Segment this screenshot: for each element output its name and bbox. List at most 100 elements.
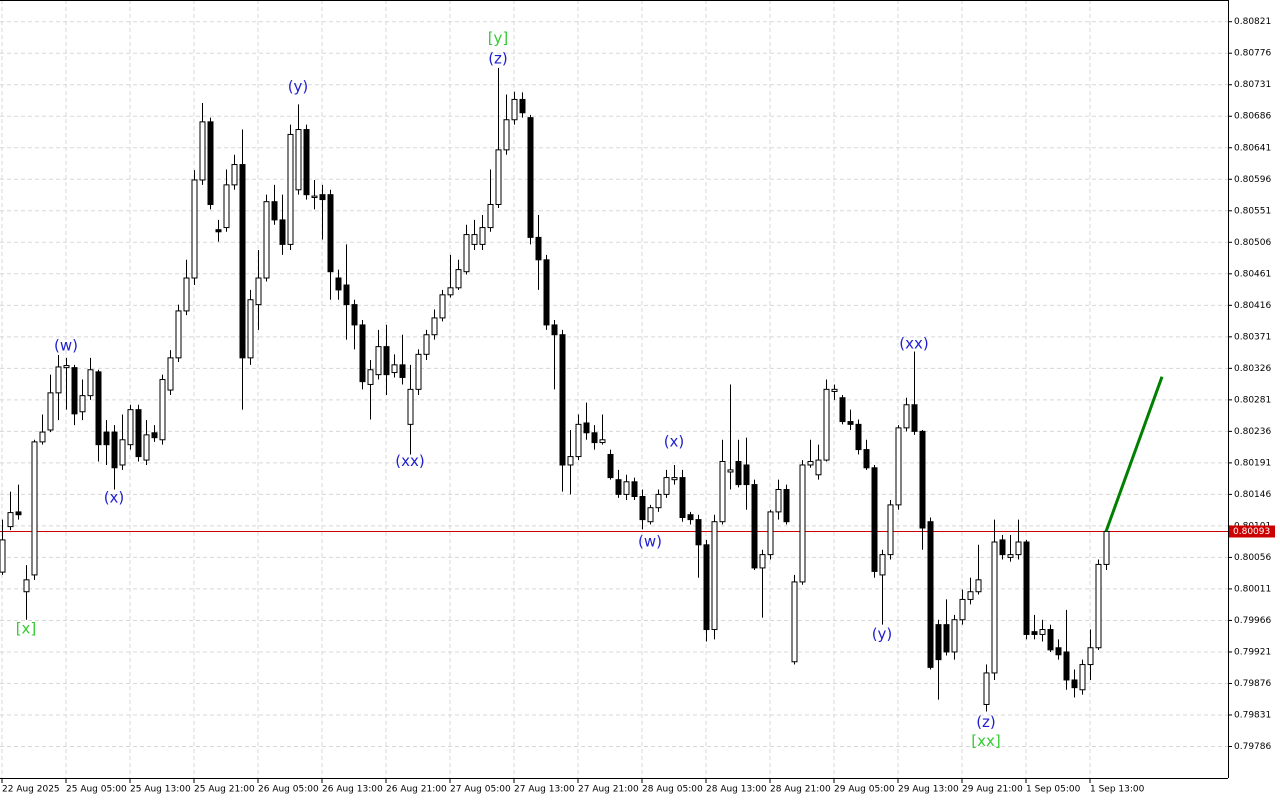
wave-label: (x) (664, 432, 685, 450)
candle-body-down (103, 431, 110, 446)
candle-body-down (303, 129, 310, 196)
candle-body-up (727, 469, 734, 473)
candle-body-up (1079, 664, 1086, 691)
candle-body-up (647, 507, 654, 523)
y-tick-label: 0.80506 (1234, 238, 1271, 248)
candle-body-down (111, 431, 118, 469)
candle-body-up (287, 133, 294, 245)
candle-body-down (695, 519, 702, 546)
candle-body-up (479, 227, 486, 245)
candle-body-down (743, 464, 750, 486)
candle-body-up (1007, 554, 1014, 558)
x-tick-label: 28 Aug 13:00 (706, 785, 767, 795)
candle-body-down (591, 432, 598, 444)
candle-body-down (911, 404, 918, 432)
candle-body-up (439, 294, 446, 319)
candle-body-up (183, 277, 190, 312)
candle-body-up (223, 184, 230, 229)
candle-body-up (599, 439, 606, 444)
y-tick-label: 0.79921 (1234, 647, 1271, 657)
wave-label: (y) (288, 77, 309, 95)
candle-body-up (367, 369, 374, 385)
wave-label: [y] (488, 29, 509, 47)
candle-body-down (271, 201, 278, 221)
candle-body-down (1047, 629, 1054, 651)
y-tick-label: 0.80326 (1234, 364, 1271, 374)
candle-body-up (7, 512, 14, 528)
wave-label: (xx) (899, 334, 928, 352)
candle-body-up (1039, 629, 1046, 635)
wave-label: (z) (976, 713, 996, 731)
y-tick-label: 0.80191 (1234, 458, 1271, 468)
candle-body-down (1031, 631, 1038, 635)
candle-body-up (247, 299, 254, 359)
candle-body-up (55, 366, 62, 394)
candle-body-up (231, 164, 238, 186)
wave-label: (y) (872, 625, 893, 643)
y-tick-label: 0.79876 (1234, 679, 1271, 689)
candle-body-up (39, 431, 46, 443)
y-tick-label: 0.80551 (1234, 206, 1271, 216)
candle-body-down (735, 460, 742, 486)
candle-body-down (871, 467, 878, 572)
candle-body-up (975, 579, 982, 593)
candle-body-down (999, 539, 1006, 556)
candle-body-up (423, 334, 430, 355)
candle-body-up (415, 353, 422, 390)
candle-body-down (359, 324, 366, 383)
candle-body-up (671, 477, 678, 481)
candle-body-up (87, 369, 94, 397)
candle-body-down (863, 449, 870, 469)
x-tick-label: 26 Aug 21:00 (386, 785, 447, 795)
candle-body-down (1055, 647, 1062, 656)
candle-body-down (919, 430, 926, 529)
candle-body-up (431, 317, 438, 336)
candle-body-down (751, 484, 758, 569)
candle-body-up (63, 365, 70, 369)
candle-body-up (391, 364, 398, 374)
wave-label: [x] (16, 619, 37, 637)
candle-body-up (191, 179, 198, 279)
candle-body-down (343, 284, 350, 306)
x-tick-label: 25 Aug 21:00 (194, 785, 255, 795)
candle-body-up (623, 481, 630, 495)
y-tick-label: 0.80011 (1234, 584, 1271, 594)
candle-body-up (79, 395, 86, 413)
candle-body-down (527, 117, 534, 238)
candle-body-up (775, 488, 782, 513)
candle-body-up (959, 598, 966, 621)
candle-body-down (703, 544, 710, 631)
y-tick-label: 0.79966 (1234, 616, 1271, 626)
candle-body-up (575, 423, 582, 458)
y-tick-label: 0.80461 (1234, 269, 1271, 279)
candle-body-up (951, 619, 958, 653)
price-label-box (1229, 525, 1275, 538)
y-tick-label: 0.80686 (1234, 112, 1271, 122)
candle-body-up (767, 511, 774, 556)
wave-label: (z) (488, 49, 508, 67)
candle-body-down (535, 236, 542, 261)
candle-body-up (255, 277, 262, 306)
candle-body-up (175, 310, 182, 359)
candle-body-up (831, 388, 838, 392)
candle-body-up (823, 388, 830, 461)
candle-body-down (1023, 541, 1030, 635)
x-tick-label: 28 Aug 21:00 (770, 785, 831, 795)
x-tick-label: 25 Aug 05:00 (66, 785, 127, 795)
candle-body-down (679, 477, 686, 518)
candle-body-up (719, 460, 726, 523)
candle-body-up (759, 554, 766, 569)
x-tick-label: 27 Aug 13:00 (514, 785, 575, 795)
candle-body-down (519, 98, 526, 114)
y-tick-label: 0.80416 (1234, 301, 1271, 311)
y-tick-label: 0.79831 (1234, 710, 1271, 720)
wave-label: (xx) (395, 452, 424, 470)
candle-body-down (319, 194, 326, 201)
candle-body-up (567, 456, 574, 466)
candle-body-down (207, 121, 214, 205)
candle-body-up (143, 434, 150, 461)
x-tick-label: 28 Aug 05:00 (642, 785, 703, 795)
candle-body-up (807, 460, 814, 466)
candle-body-up (407, 388, 414, 425)
